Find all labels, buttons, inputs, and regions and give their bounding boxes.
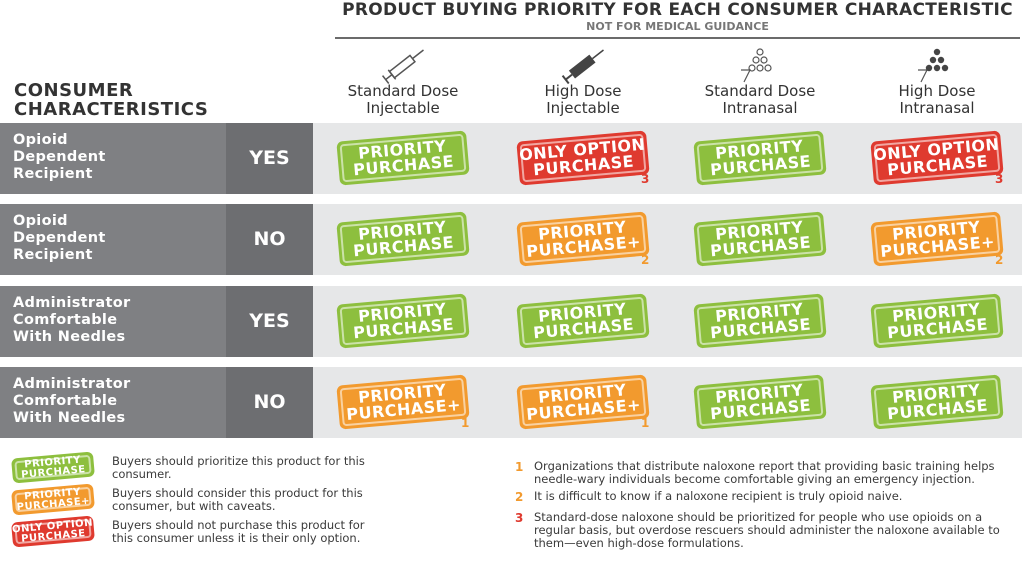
footnote-number: 2	[515, 490, 524, 504]
column-header: Intranasal	[899, 99, 975, 117]
row-label: Comfortable	[13, 312, 118, 328]
icon-nasal	[741, 48, 772, 83]
column-header: Intranasal	[722, 99, 798, 117]
icon-syringe-filled	[561, 49, 604, 85]
row-label: Opioid	[13, 213, 68, 229]
footnote-marker: 2	[641, 253, 650, 267]
footnote-marker: 3	[641, 172, 650, 186]
corner-label: CONSUMER	[14, 80, 134, 101]
title: PRODUCT BUYING PRIORITY FOR EACH CONSUME…	[342, 0, 1013, 20]
column-header: Injectable	[546, 99, 620, 117]
row-label: Recipient	[13, 166, 93, 182]
row-label: With Needles	[13, 410, 126, 426]
footnote-marker: 1	[641, 416, 650, 430]
footnote-text: Standard-dose naloxone should be priorit…	[534, 510, 1000, 550]
row-label: Dependent	[13, 230, 106, 246]
footnote-number: 1	[515, 460, 524, 474]
row-answer-bg	[226, 286, 313, 357]
row-answer: YES	[249, 310, 290, 332]
column-header: High Dose	[898, 82, 976, 100]
row-answer: NO	[253, 228, 286, 250]
column-header: High Dose	[544, 82, 622, 100]
footnote-text: It is difficult to know if a naloxone re…	[534, 489, 903, 503]
icon-nasal-filled	[918, 48, 949, 83]
row-label: Recipient	[13, 247, 93, 263]
row-answer-bg	[226, 123, 313, 194]
footnote-marker: 1	[461, 416, 470, 430]
row-label-bg	[0, 286, 226, 357]
row-label: With Needles	[13, 329, 126, 345]
row-label: Administrator	[13, 376, 131, 392]
row-answer-bg	[226, 204, 313, 275]
row-label: Dependent	[13, 149, 106, 165]
row-label-bg	[0, 367, 226, 438]
footnote-text: Organizations that distribute naloxone r…	[534, 459, 995, 486]
legend-text: Buyers should not purchase this product …	[112, 518, 365, 545]
row-label-bg	[0, 123, 226, 194]
legend-text: Buyers should consider this product for …	[112, 486, 363, 513]
column-header: Injectable	[366, 99, 440, 117]
footnote-marker: 2	[995, 253, 1004, 267]
row-answer: YES	[249, 147, 290, 169]
row-answer: NO	[253, 391, 286, 413]
legend-text: Buyers should prioritize this product fo…	[112, 454, 365, 481]
column-header: Standard Dose	[347, 82, 459, 100]
row-label: Opioid	[13, 132, 68, 148]
column-header: Standard Dose	[704, 82, 816, 100]
footnote-number: 3	[515, 511, 524, 525]
footnote-marker: 3	[995, 172, 1004, 186]
row-label-bg	[0, 204, 226, 275]
corner-label: CHARACTERISTICS	[14, 99, 209, 120]
icon-syringe	[381, 49, 424, 84]
row-label: Comfortable	[13, 393, 118, 409]
row-answer-bg	[226, 367, 313, 438]
subtitle: NOT FOR MEDICAL GUIDANCE	[586, 20, 769, 33]
row-label: Administrator	[13, 295, 131, 311]
